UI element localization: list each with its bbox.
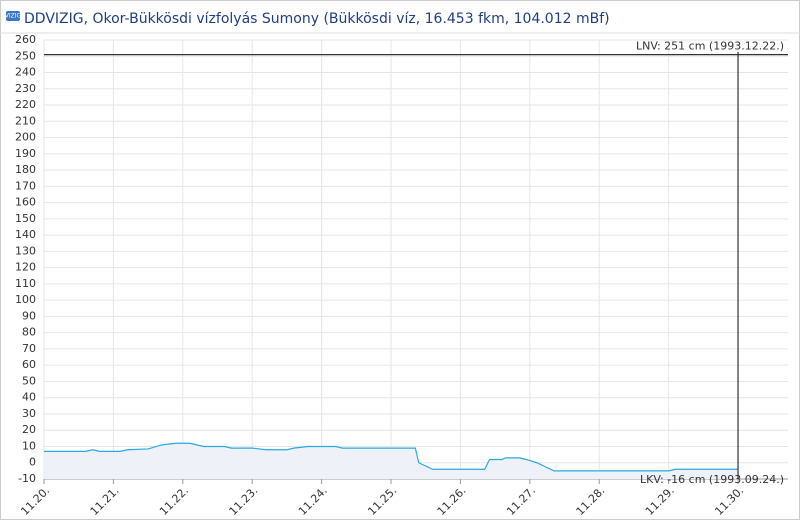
threshold-label: LNV: 251 cm (1993.12.22.) [636, 40, 784, 53]
y-tick-label: 40 [22, 391, 36, 404]
y-tick-label: 260 [15, 33, 36, 46]
chart-title: DDVIZIG, Okor-Bükkösdi vízfolyás Sumony … [24, 11, 610, 27]
y-tick-label: 200 [15, 131, 36, 144]
line [44, 442, 739, 472]
y-tick-label: 220 [15, 98, 36, 111]
y-tick-label: 0 [29, 456, 36, 469]
y-tick-label: 250 [15, 49, 36, 62]
y-tick-label: 180 [15, 163, 36, 176]
logo-text: VIZIG [5, 13, 22, 20]
y-tick-label: 190 [15, 147, 36, 160]
logo-icon [6, 11, 20, 21]
y-tick-label: 80 [22, 326, 36, 339]
y-tick-label: 140 [15, 228, 36, 241]
y-tick-label: 240 [15, 66, 36, 79]
y-tick-label: 60 [22, 358, 36, 371]
y-tick-label: 170 [15, 179, 36, 192]
y-tick-label: 120 [15, 261, 36, 274]
y-tick-label: 150 [15, 212, 36, 225]
y-tick-label: 20 [22, 423, 36, 436]
y-tick-label: 230 [15, 82, 36, 95]
y-tick-label: 100 [15, 293, 36, 306]
y-tick-label: 30 [22, 407, 36, 420]
y-tick-label: 130 [15, 244, 36, 257]
y-tick-label: -10 [18, 472, 36, 485]
y-tick-label: 90 [22, 309, 36, 322]
y-tick-label: 110 [15, 277, 36, 290]
y-tick-label: 210 [15, 114, 36, 127]
y-tick-label: 10 [22, 439, 36, 452]
y-tick-label: 50 [22, 374, 36, 387]
area [44, 443, 739, 479]
y-tick-label: 70 [22, 342, 36, 355]
y-tick-label: 160 [15, 196, 36, 209]
threshold-label: LKV: -16 cm (1993.09.24.) [640, 473, 784, 486]
